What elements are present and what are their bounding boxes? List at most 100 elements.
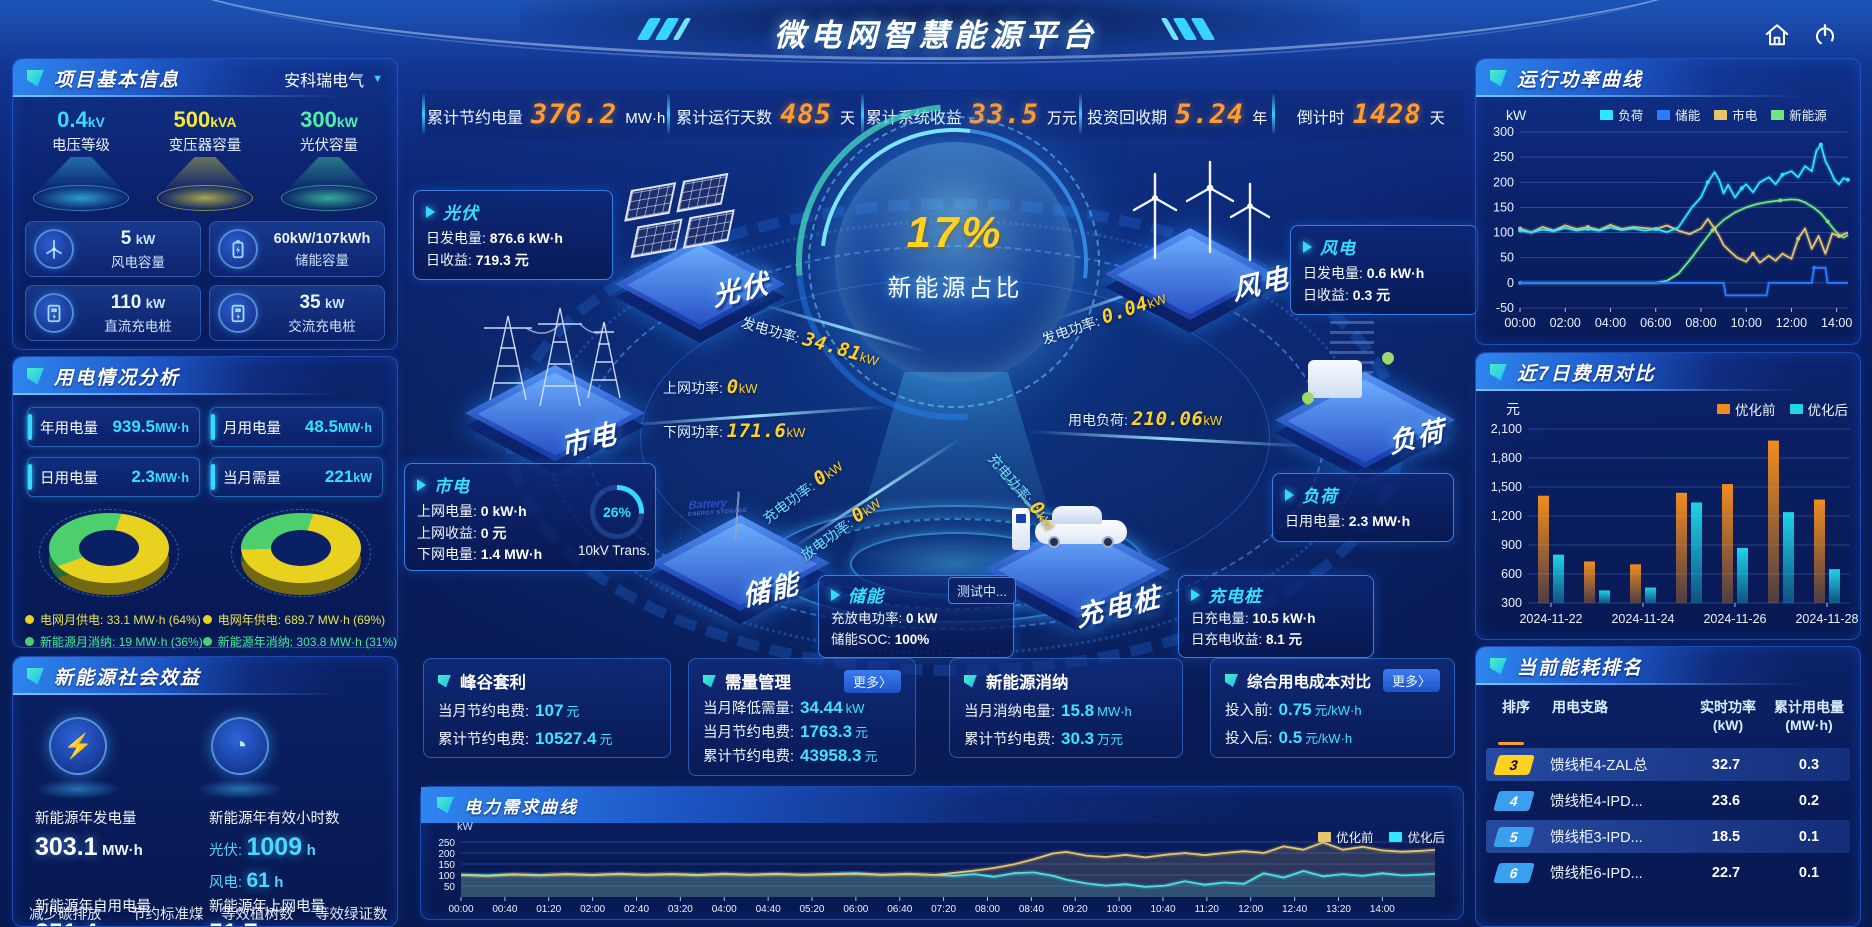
- card-wind-capacity: 5 kW 风电容量: [25, 221, 201, 277]
- rank-badge: 3: [1493, 754, 1535, 775]
- generation-icon: ⚡: [49, 717, 107, 775]
- card-icon: [964, 674, 977, 688]
- svg-text:04:00: 04:00: [712, 904, 737, 915]
- svg-text:00:00: 00:00: [1504, 316, 1535, 330]
- card-icon: [703, 674, 716, 688]
- legend-renewable-year: 新能源年消纳: 303.8 MW·h (31%): [202, 633, 397, 650]
- stat-payback-period: 投资回收期 5.24 年: [1087, 98, 1268, 130]
- power-icon: [1815, 24, 1835, 46]
- renewable-share-label: 新能源占比: [887, 275, 1023, 302]
- svg-text:06:00: 06:00: [843, 904, 868, 915]
- table-row[interactable]: 4 馈线柜4-IPD... 23.6 0.2: [1486, 784, 1850, 817]
- svg-text:01:20: 01:20: [536, 904, 561, 915]
- rank-badge: 6: [1493, 862, 1535, 883]
- stat-system-income: 累计系统收益 33.5 万元: [865, 98, 1077, 130]
- panel-header: 运行功率曲线: [1476, 59, 1860, 97]
- arrow-icon: [1191, 588, 1200, 601]
- svg-text:300: 300: [1501, 596, 1522, 610]
- home-icon: [1765, 24, 1789, 46]
- svg-text:2024-11-26: 2024-11-26: [1703, 612, 1766, 626]
- panel-run-power: 运行功率曲线 kW 负荷 储能 市电 新能源 -50 0 50 100 150 200 25…: [1475, 58, 1861, 345]
- panel-title: 近7日费用对比: [1517, 363, 1656, 385]
- svg-text:900: 900: [1501, 538, 1522, 552]
- legend-renewable: 新能源: [1771, 105, 1827, 124]
- company-dropdown[interactable]: 安科瑞电气 ▼: [284, 67, 383, 91]
- svg-text:0: 0: [1507, 276, 1514, 290]
- flow-from-grid: 下网功率: 171.6kW: [663, 420, 806, 442]
- svg-text:12:00: 12:00: [1238, 904, 1263, 915]
- transformer-label: 10kV Trans.: [578, 543, 651, 558]
- glow-ellipse: [157, 185, 253, 211]
- arrow-icon: [1285, 488, 1294, 501]
- legend-grid-month: 电网月供电: 33.1 MW·h (64%): [25, 611, 203, 628]
- y-axis-unit: kW: [1506, 106, 1527, 123]
- card-storage-capacity: 60kW/107kWh 储能容量: [209, 221, 385, 277]
- charger-info-box: 充电桩 日充电量: 10.5 kW·h 日充电收益: 8.1 元: [1178, 575, 1374, 658]
- panel-header: 项目基本信息: [13, 59, 397, 97]
- run-power-chart: -50 0 50 100 150 200 250 300 00:00 02:00 04:00 06:0…: [1493, 125, 1852, 330]
- co2-label: 减少碳排放: [29, 907, 102, 923]
- tree-label: 等效植树数: [221, 907, 294, 923]
- svg-text:14:00: 14:00: [1821, 316, 1852, 330]
- light-cone: [162, 157, 248, 191]
- metric-day-usage: 日用电量 2.3MW·h: [27, 457, 200, 497]
- transformer-load-ring: 26%: [590, 485, 644, 539]
- legend-grid: 市电: [1714, 105, 1757, 124]
- pedestal-transformer: 500kVA 变压器容量: [147, 107, 263, 211]
- svg-text:08:00: 08:00: [975, 904, 1000, 915]
- company-name: 安科瑞电气: [284, 73, 365, 90]
- donut-legends: 电网月供电: 33.1 MW·h (64%) 新能源月消纳: 19 MW·h (…: [13, 597, 397, 650]
- self-use-value: 251.4 MW·h: [35, 919, 143, 926]
- pv-info-box: 光伏 日发电量: 876.6 kW·h 日收益: 719.3 元: [413, 190, 613, 281]
- svg-text:04:00: 04:00: [1595, 316, 1626, 330]
- card-ac-charger: 35 kW 交流充电桩: [209, 285, 385, 341]
- svg-text:11:20: 11:20: [1195, 904, 1220, 915]
- legend-load: 负荷: [1600, 105, 1643, 124]
- title-slashes-right: [1160, 18, 1216, 40]
- svg-text:07:20: 07:20: [931, 904, 956, 915]
- home-button[interactable]: [1758, 16, 1796, 54]
- wind-hours: 风电: 61 h: [209, 869, 284, 892]
- clock-icon: ◔: [211, 717, 269, 775]
- svg-text:50: 50: [1500, 251, 1514, 265]
- testing-tag: 测试中...: [948, 577, 1016, 604]
- flow-pv-gen: 发电功率: 34.81kW: [739, 314, 881, 369]
- usage-metrics: 年用电量 939.5MW·h 月用电量 48.5MW·h 日用电量 2.3MW·h 当…: [13, 395, 397, 497]
- demand-legend: 优化前 优化后: [1317, 827, 1445, 846]
- metric-month-demand: 当月需量 221kW: [210, 457, 383, 497]
- card-renewable-consumption: 新能源消纳 当月消纳电量: 15.8 MW·h 累计节约电费: 30.3 万元: [949, 658, 1183, 758]
- card-cost-compare: 综合用电成本对比 更多〉 投入前: 0.75 元/kW·h 投入后: 0.5 元/kW·h: [1210, 658, 1455, 758]
- legend-after: 优化后: [1389, 827, 1445, 846]
- glow-ellipse: [197, 779, 283, 799]
- svg-text:200: 200: [438, 849, 455, 860]
- legend-before: 优化前: [1317, 827, 1373, 846]
- panel-header: 用电情况分析: [13, 357, 397, 395]
- panel-title: 用电情况分析: [54, 367, 181, 389]
- social-benefit-body: ⚡ ◔ 新能源年发电量 303.1 MW·h 新能源年有效小时数 光伏: 100…: [13, 695, 397, 926]
- stat-run-days: 累计运行天数 485 天: [676, 98, 855, 130]
- svg-text:100: 100: [1493, 226, 1514, 240]
- table-row[interactable]: 3 馈线柜4-ZAL总 32.7 0.3: [1486, 748, 1850, 781]
- table-row[interactable]: 6 馈线柜6-IPD... 22.7 0.1: [1486, 856, 1850, 889]
- panel-usage-analysis: 用电情况分析 年用电量 939.5MW·h 月用电量 48.5MW·h 日用电量 2.…: [12, 356, 398, 650]
- panel-title: 新能源社会效益: [54, 667, 202, 689]
- kpi-stats-bar: 累计节约电量 376.2 MW·h 累计运行天数 485 天 累计系统收益 33.5 万元 …: [420, 90, 1464, 138]
- chevron-down-icon: ▼: [372, 73, 383, 85]
- more-button[interactable]: 更多〉: [1382, 669, 1440, 692]
- rank-badge: 4: [1493, 790, 1535, 811]
- power-button[interactable]: [1806, 16, 1844, 54]
- ongrid-label: 新能源年上网电量: [209, 899, 325, 915]
- stat-separator: [1272, 94, 1276, 134]
- y-axis-unit: kW: [457, 821, 473, 833]
- run-power-legend: 负荷 储能 市电 新能源: [1600, 105, 1827, 124]
- more-button[interactable]: 更多〉: [843, 669, 901, 693]
- panel-header-icon: [1490, 657, 1507, 675]
- panel-header-icon: [1490, 363, 1507, 381]
- metric-year-usage: 年用电量 939.5MW·h: [27, 407, 200, 447]
- svg-text:06:00: 06:00: [1640, 316, 1671, 330]
- table-row[interactable]: 5 馈线柜3-IPD... 18.5 0.1: [1486, 820, 1850, 853]
- coal-label: 节约标准煤: [131, 907, 204, 923]
- glow-ellipse: [281, 185, 377, 211]
- pedestal-pv-capacity: 300kW 光伏容量: [271, 107, 387, 211]
- stat-separator: [1078, 94, 1082, 134]
